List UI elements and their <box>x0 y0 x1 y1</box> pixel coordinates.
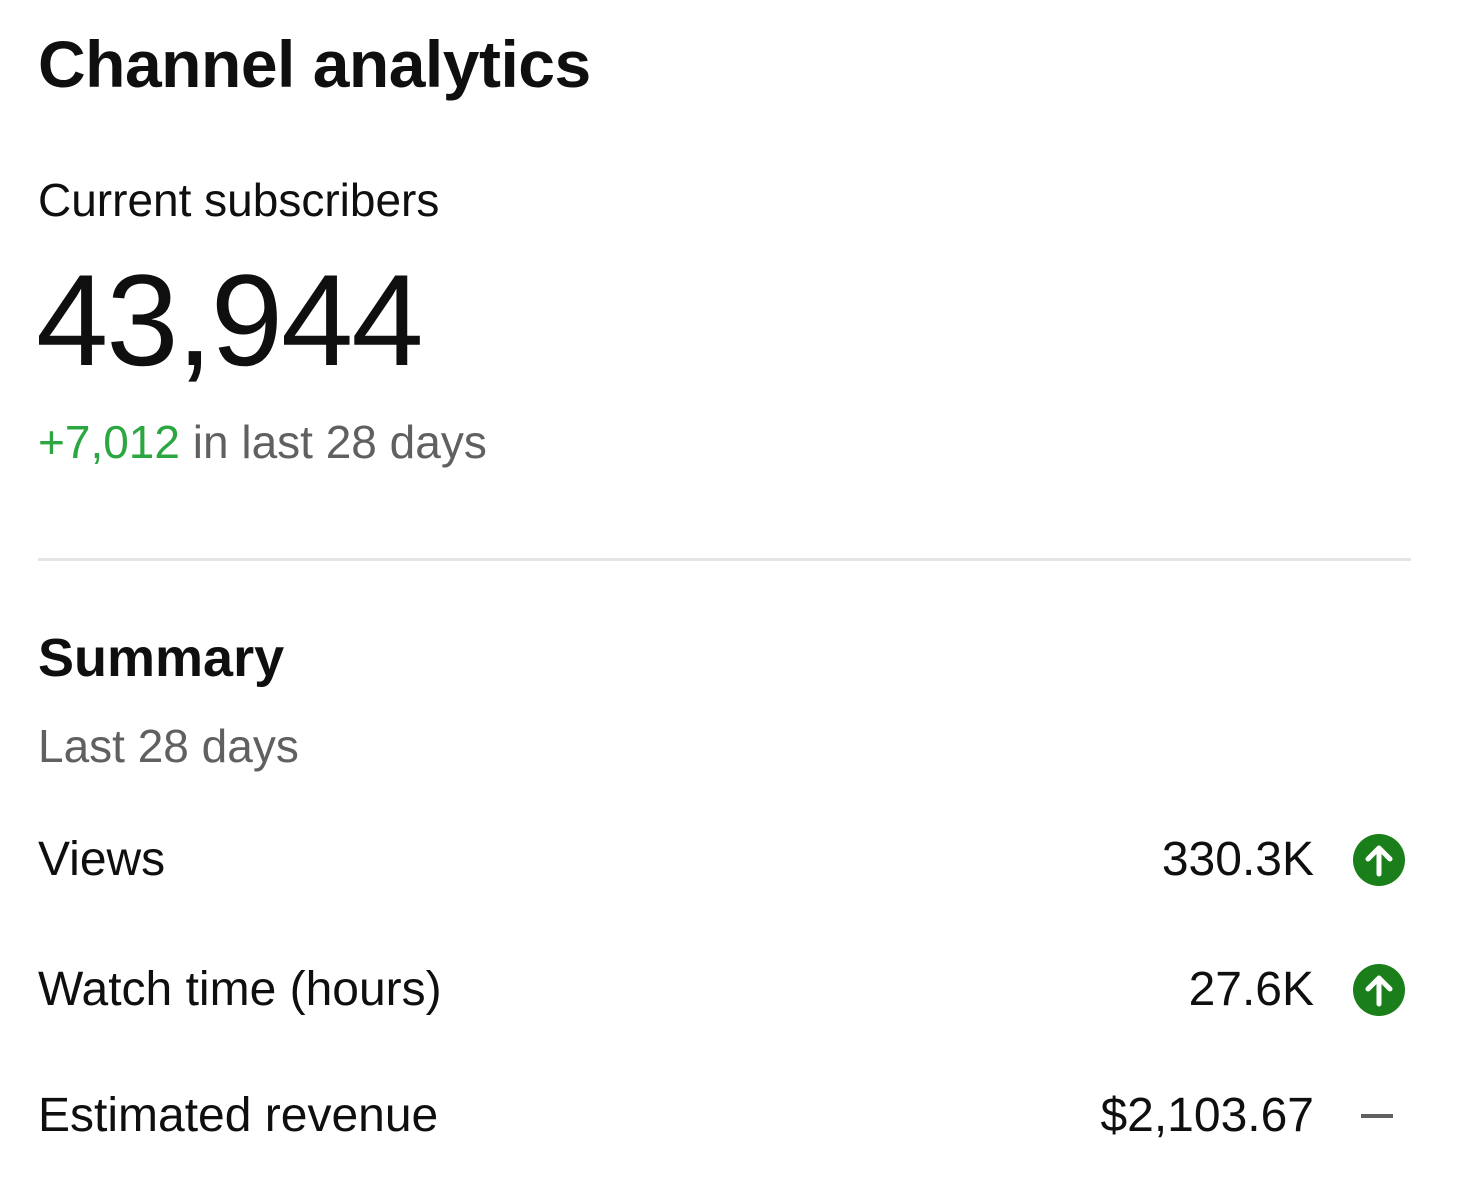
metric-label: Watch time (hours) <box>38 963 442 1016</box>
subscriber-change: +7,012 in last 28 days <box>38 414 487 470</box>
arrow-up-circle-icon <box>1353 834 1405 886</box>
metric-value: 27.6K <box>1188 963 1314 1016</box>
metric-row-watch-time: Watch time (hours) 27.6K <box>38 950 1411 1030</box>
metric-label: Estimated revenue <box>38 1089 439 1142</box>
summary-period: Last 28 days <box>38 720 299 772</box>
page-title: Channel analytics <box>38 27 591 101</box>
channel-analytics-card: Channel analytics Current subscribers 43… <box>36 0 1411 1200</box>
summary-title: Summary <box>38 628 285 688</box>
dash-icon <box>1353 1090 1405 1142</box>
subscriber-delta: +7,012 <box>38 416 180 468</box>
metric-label: Views <box>38 833 166 886</box>
metric-row-views: Views 330.3K <box>38 820 1411 900</box>
metric-row-estimated-revenue: Estimated revenue $2,103.67 <box>38 1076 1411 1156</box>
subscriber-count: 43,944 <box>36 247 424 393</box>
metric-value: 330.3K <box>1161 833 1314 886</box>
subscriber-change-period: in last 28 days <box>179 416 487 468</box>
arrow-up-circle-icon <box>1353 964 1405 1016</box>
metric-value: $2,103.67 <box>1100 1089 1314 1142</box>
current-subscribers-label: Current subscribers <box>38 174 440 226</box>
section-divider <box>38 558 1411 561</box>
